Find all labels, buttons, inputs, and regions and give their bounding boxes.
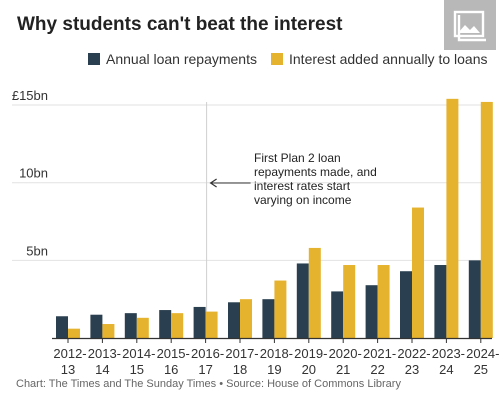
legend: Annual loan repayments Interest added an… [88, 50, 500, 68]
bar-interest [446, 98, 459, 338]
x-tick-label: 2015- [157, 346, 190, 361]
bar-repayments [124, 313, 137, 338]
x-tick-label: 25 [474, 362, 488, 377]
bar-interest [240, 299, 252, 338]
y-tick-label: £15bn [12, 88, 48, 103]
bar-repayments [90, 314, 103, 338]
annotation-text: First Plan 2 loan [254, 151, 341, 165]
x-tick-label: 23 [405, 362, 419, 377]
x-tick-label: 2020- [329, 346, 362, 361]
annotation-text: interest rates start [254, 179, 351, 193]
annotation-text: repayments made, and [254, 165, 377, 179]
bar-repayments [400, 271, 412, 338]
x-tick-label: 2019- [294, 346, 327, 361]
bar-interest [308, 247, 321, 338]
y-tick-label: 10bn [19, 166, 48, 181]
bar-repayments [468, 260, 481, 338]
chart-title: Why students can't beat the interest [17, 14, 343, 35]
x-tick-label: 22 [370, 362, 384, 377]
bar-repayments [296, 263, 309, 338]
legend-label-interest: Interest added annually to loans [289, 51, 488, 67]
legend-swatch-repayments [88, 53, 100, 65]
bar-repayments [262, 299, 275, 338]
legend-label-repayments: Annual loan repayments [106, 51, 257, 67]
bar-repayments [331, 291, 344, 338]
bar-repayments [56, 316, 68, 338]
x-tick-label: 2024- [466, 346, 499, 361]
x-tick-label: 2016- [191, 346, 224, 361]
bar-repayments [228, 302, 240, 338]
x-tick-label: 24 [439, 362, 453, 377]
bar-repayments [434, 265, 447, 338]
bar-interest [274, 280, 287, 338]
x-tick-label: 2021- [363, 346, 396, 361]
x-tick-label: 15 [130, 362, 144, 377]
left-arrow-icon [209, 178, 217, 188]
bar-interest [343, 265, 356, 338]
x-tick-label: 14 [95, 362, 109, 377]
x-tick-label: 2022- [397, 346, 430, 361]
x-tick-label: 20 [302, 362, 316, 377]
legend-item-repayments: Annual loan repayments [88, 51, 257, 67]
bar-repayments [193, 306, 206, 338]
legend-swatch-interest [271, 53, 283, 65]
annotation-text: varying on income [254, 193, 352, 207]
footer-source: Chart: The Times and The Sunday Times • … [16, 378, 401, 390]
legend-item-interest: Interest added annually to loans [271, 51, 487, 67]
x-tick-label: 13 [61, 362, 75, 377]
x-tick-label: 18 [233, 362, 247, 377]
y-tick-label: 5bn [26, 243, 48, 258]
axes: 5bn 10bn £15bn 2012-13 2013-14 2014-15 2015-16… [12, 88, 500, 377]
bar-interest [171, 313, 184, 338]
bars [56, 98, 493, 338]
bar-repayments [365, 285, 378, 338]
x-tick-label: 2013- [88, 346, 121, 361]
bar-repayments [159, 310, 172, 338]
bar-interest [205, 311, 218, 338]
image-gallery-icon[interactable] [444, 0, 496, 50]
x-tick-label: 2023- [432, 346, 465, 361]
x-tick-label: 2017- [225, 346, 258, 361]
x-tick-label: 2018- [260, 346, 293, 361]
bar-interest [377, 265, 390, 338]
bar-interest [136, 317, 149, 338]
x-tick-label: 2014- [122, 346, 155, 361]
x-tick-label: 16 [164, 362, 178, 377]
x-tick-label: 21 [336, 362, 350, 377]
bar-interest [412, 207, 424, 338]
x-tick-label: 17 [198, 362, 212, 377]
bar-interest [68, 328, 80, 338]
bar-interest [480, 101, 493, 338]
bar-interest [102, 324, 115, 338]
x-tick-label: 19 [267, 362, 281, 377]
x-tick-label: 2012- [53, 346, 86, 361]
